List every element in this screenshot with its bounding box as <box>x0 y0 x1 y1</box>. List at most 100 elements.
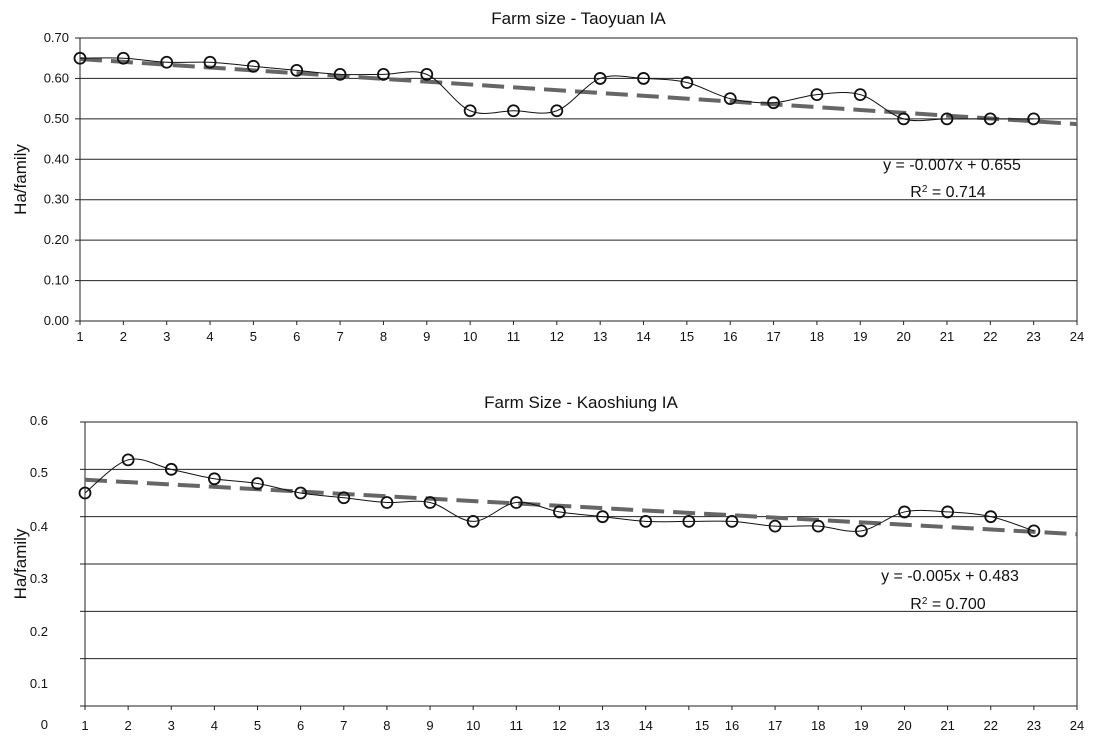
x-tick-label: 11 <box>507 329 521 344</box>
x-tick-label: 3 <box>168 718 175 733</box>
data-point <box>507 104 520 118</box>
x-tick-label: 18 <box>811 718 825 733</box>
data-point <box>1027 112 1041 126</box>
series-line <box>84 458 1035 532</box>
x-tick-label: 14 <box>636 329 650 344</box>
data-point <box>294 486 308 500</box>
x-tick-label: 1 <box>76 329 83 344</box>
x-tick-label: 16 <box>723 329 737 344</box>
x-tick-label: 17 <box>768 718 782 733</box>
y-tick-label: 0.10 <box>44 273 69 288</box>
trendline-equation: y = -0.007x + 0.655 <box>883 157 1021 174</box>
y-tick-label: 0.3 <box>30 571 48 586</box>
x-tick-label: 6 <box>293 329 300 344</box>
data-point <box>593 72 607 85</box>
x-tick-label: 15 <box>695 718 709 733</box>
data-point <box>466 515 480 528</box>
y-tick-label: 0.50 <box>44 111 69 126</box>
y-tick-label: 0.6 <box>30 413 48 428</box>
data-point <box>333 67 347 81</box>
y-tick-label: 0.1 <box>30 676 48 691</box>
data-point <box>723 92 737 106</box>
x-tick-label: 21 <box>940 329 954 344</box>
data-point <box>767 96 780 110</box>
data-point <box>983 112 997 126</box>
r-squared-value: = 0.714 <box>927 184 985 201</box>
x-tick-label: 9 <box>426 718 433 733</box>
data-point <box>682 515 696 528</box>
r-squared-symbol: R <box>910 596 922 613</box>
data-point <box>160 55 174 69</box>
data-point <box>509 496 523 509</box>
data-point <box>637 72 650 85</box>
x-tick-label: 6 <box>297 718 304 733</box>
data-point <box>984 510 998 524</box>
x-tick-label: 12 <box>550 329 564 344</box>
x-tick-label: 10 <box>463 329 477 344</box>
x-tick-label: 5 <box>254 718 261 733</box>
x-tick-label: 17 <box>766 329 780 344</box>
r-squared-label: R2 = 0.714 <box>910 184 986 202</box>
x-tick-label: 23 <box>1026 329 1040 344</box>
x-tick-label: 4 <box>211 718 218 733</box>
r-squared-symbol: R <box>910 184 922 201</box>
data-point <box>164 462 178 476</box>
trendline-equation: y = -0.005x + 0.483 <box>881 568 1019 585</box>
trendline <box>79 57 1078 127</box>
r-squared-superscript: 2 <box>922 596 928 607</box>
x-tick-label: 4 <box>206 329 213 344</box>
chart-1: Farm size - Taoyuan IA 0.00 0.10 0.20 0.30 0.… <box>11 9 1084 344</box>
data-point <box>725 515 739 528</box>
data-point <box>680 76 694 89</box>
y-tick-label: 0.60 <box>44 70 69 85</box>
chart-2: Farm Size - Kaoshiung IA 0 0.1 0.2 0.3 0.4 0.5… <box>11 393 1084 733</box>
x-tick-label: 9 <box>423 329 430 344</box>
data-point <box>121 453 135 467</box>
x-tick-label: 22 <box>983 329 997 344</box>
x-tick-label: 13 <box>595 718 609 733</box>
trendline <box>84 477 1078 537</box>
x-tick-label: 11 <box>510 718 524 733</box>
y-tick-label: 0.2 <box>30 624 48 639</box>
y-tick-label: 0.40 <box>44 151 69 166</box>
x-tick-label: 22 <box>984 718 998 733</box>
y-tick-label: 0.4 <box>30 519 48 534</box>
data-point <box>423 496 437 509</box>
data-point <box>898 505 911 519</box>
data-point <box>811 519 825 533</box>
x-tick-label: 20 <box>896 329 910 344</box>
data-point <box>463 104 477 118</box>
x-tick-label: 15 <box>680 329 694 344</box>
x-tick-label: 24 <box>1070 329 1084 344</box>
x-tick-label: 7 <box>336 329 343 344</box>
y-tick-label: 0.30 <box>44 192 69 207</box>
data-point <box>639 515 653 528</box>
data-point <box>940 112 954 126</box>
data-point <box>553 505 566 519</box>
data-point <box>768 519 782 533</box>
y-tick-label: 0.70 <box>44 30 69 45</box>
x-tick-label: 1 <box>81 718 88 733</box>
data-point <box>1027 524 1041 538</box>
data-point <box>73 51 87 65</box>
x-tick-label: 13 <box>593 329 607 344</box>
r-squared-label: R2 = 0.700 <box>910 596 986 614</box>
x-tick-label: 12 <box>552 718 566 733</box>
data-point <box>116 51 130 65</box>
data-point <box>853 88 867 101</box>
y-tick-label: 0.00 <box>44 313 69 328</box>
x-tick-label: 2 <box>120 329 127 344</box>
x-tick-label: 8 <box>383 718 390 733</box>
data-point <box>420 67 434 81</box>
data-point <box>380 496 394 509</box>
x-tick-label: 7 <box>340 718 347 733</box>
data-point <box>203 55 217 69</box>
data-point <box>941 505 955 519</box>
data-point <box>337 491 351 505</box>
data-point <box>246 59 260 73</box>
chart-title: Farm Size - Kaoshiung IA <box>484 393 678 412</box>
data-point <box>810 88 824 101</box>
series-line <box>79 57 1034 122</box>
data-point <box>78 486 92 500</box>
y-tick-label: 0 <box>41 717 48 732</box>
